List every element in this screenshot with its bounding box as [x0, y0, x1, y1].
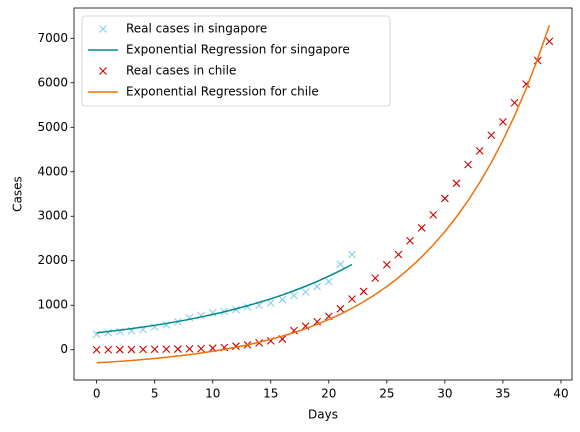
legend-box: [81, 15, 391, 107]
legend-label: Exponential Regression for chile: [126, 85, 319, 99]
x-marker: [266, 299, 275, 307]
x-marker: [429, 211, 438, 219]
x-marker: [510, 98, 519, 107]
legend-label: Real cases in chile: [126, 64, 236, 78]
x-marker: [104, 328, 113, 337]
x-marker: [371, 274, 380, 282]
x-marker: [348, 250, 356, 259]
x-marker: [290, 291, 298, 300]
x-marker: [92, 345, 101, 354]
y-tick-label: 2000: [37, 253, 68, 267]
axes-frame: [73, 7, 573, 381]
y-tick-label: 0: [60, 342, 68, 356]
x-marker: [475, 146, 484, 155]
x-marker: [232, 305, 240, 314]
x-marker: [406, 236, 414, 245]
x-marker: [359, 287, 368, 296]
x-marker: [452, 179, 461, 188]
x-marker: [336, 304, 345, 313]
x-marker: [499, 118, 507, 126]
legend-marker: [99, 67, 107, 75]
x-tick-label: 20: [321, 387, 336, 401]
y-tick-label: 5000: [37, 120, 68, 134]
x-marker: [185, 344, 194, 353]
x-tick-label: 10: [205, 387, 220, 401]
regression-line: [96, 263, 353, 334]
x-marker: [150, 345, 159, 354]
x-tick-label: 15: [263, 387, 278, 401]
x-marker: [324, 277, 333, 286]
y-tick-label: 3000: [37, 209, 68, 223]
y-tick-label: 1000: [37, 298, 68, 312]
x-marker: [301, 288, 310, 296]
x-tick-label: 30: [437, 387, 452, 401]
x-tick-label: 35: [495, 387, 510, 401]
x-tick-label: 40: [553, 387, 568, 401]
y-tick-label: 4000: [37, 164, 68, 178]
regression-line: [96, 25, 551, 364]
x-marker: [417, 223, 426, 232]
x-marker: [174, 345, 182, 353]
x-marker: [278, 295, 287, 304]
y-tick-label: 6000: [37, 75, 68, 89]
x-tick-label: 25: [379, 387, 394, 401]
x-marker: [139, 345, 147, 354]
x-marker: [104, 345, 113, 354]
x-marker: [348, 295, 356, 303]
y-axis-label: Cases: [11, 176, 25, 212]
plot-area: [92, 25, 554, 364]
x-marker: [336, 260, 345, 269]
x-tick-label: 5: [151, 387, 159, 401]
x-marker: [545, 37, 554, 46]
x-marker: [487, 131, 496, 140]
x-marker: [115, 327, 124, 336]
legend-marker: [99, 25, 107, 33]
x-marker: [394, 250, 403, 259]
y-tick-label: 7000: [37, 31, 68, 45]
x-marker: [382, 260, 391, 269]
x-marker: [313, 282, 322, 291]
x-marker: [197, 344, 206, 353]
x-marker: [115, 345, 124, 354]
x-marker: [440, 194, 449, 203]
x-tick-label: 0: [93, 387, 101, 401]
legend-label: Real cases in singapore: [126, 22, 267, 36]
x-axis-label: Days: [308, 408, 338, 422]
legend-label: Exponential Regression for singapore: [126, 43, 350, 57]
x-marker: [162, 345, 171, 354]
x-marker: [464, 160, 472, 169]
x-marker: [232, 342, 240, 351]
x-marker: [127, 345, 136, 354]
